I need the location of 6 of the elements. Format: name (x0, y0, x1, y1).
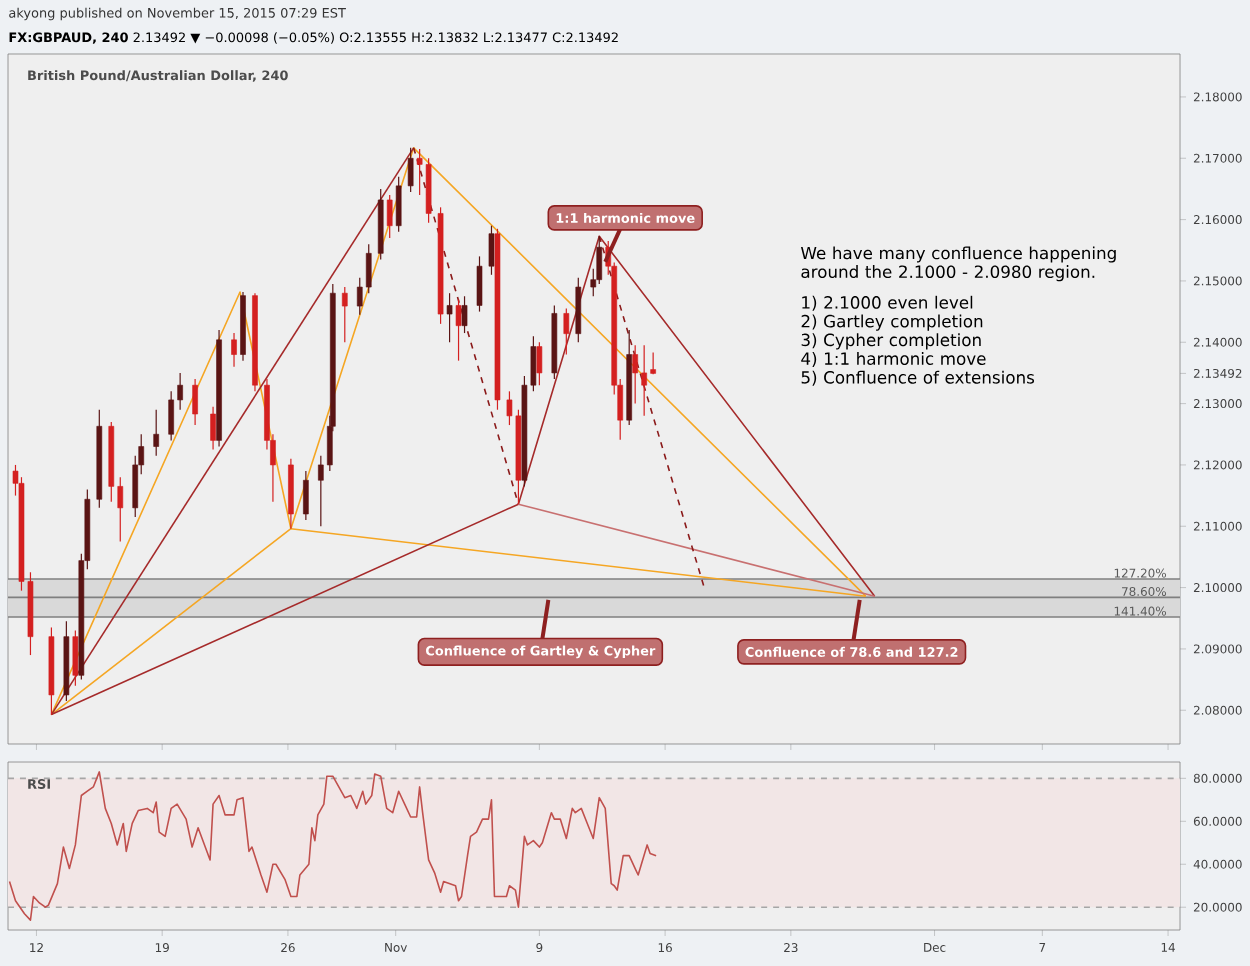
annotation: 2) Gartley completion (801, 314, 983, 331)
annotation: 1) 2.1000 even level (802, 295, 973, 311)
annotation: 3) Cypher completion (801, 333, 981, 350)
annotation: 5) Confluence of extensions (801, 370, 1035, 386)
annotation: We have many confluence happening around the 2.1000 - 2.0980 region. (800, 246, 1116, 282)
annotation: 4) 1:1 harmonic move (801, 351, 986, 367)
